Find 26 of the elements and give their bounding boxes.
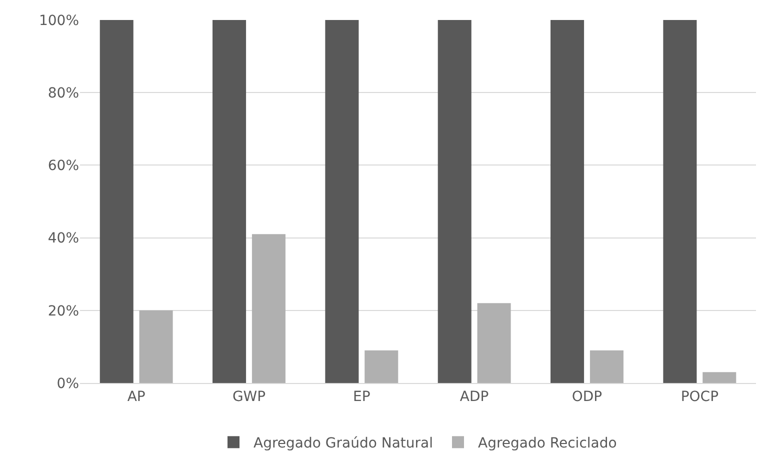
bar bbox=[477, 303, 511, 383]
bar bbox=[590, 350, 624, 383]
bar bbox=[702, 372, 736, 383]
x-tick-label: ODP bbox=[572, 388, 602, 405]
y-tick-label: 0% bbox=[56, 376, 79, 392]
legend-label: Agregado Reciclado bbox=[478, 436, 617, 452]
x-tick-label: AP bbox=[127, 388, 146, 405]
bar bbox=[438, 20, 472, 383]
bar bbox=[663, 20, 697, 383]
bar bbox=[212, 20, 246, 383]
x-tick-label: EP bbox=[353, 388, 370, 405]
bar bbox=[252, 234, 286, 383]
y-tick-label: 20% bbox=[48, 303, 79, 320]
bar bbox=[364, 350, 398, 383]
y-tick-label: 40% bbox=[48, 230, 79, 247]
bar bbox=[325, 20, 359, 383]
y-tick-label: 60% bbox=[48, 158, 79, 174]
x-tick-label: POCP bbox=[680, 388, 719, 405]
bar bbox=[100, 20, 134, 383]
legend-label: Agregado Graúdo Natural bbox=[254, 436, 433, 452]
x-tick-label: GWP bbox=[232, 388, 266, 405]
bar bbox=[139, 310, 173, 383]
bar bbox=[550, 20, 584, 383]
y-tick-label: 80% bbox=[48, 86, 79, 102]
x-tick-label: ADP bbox=[460, 388, 489, 405]
y-tick-label: 100% bbox=[38, 12, 79, 29]
